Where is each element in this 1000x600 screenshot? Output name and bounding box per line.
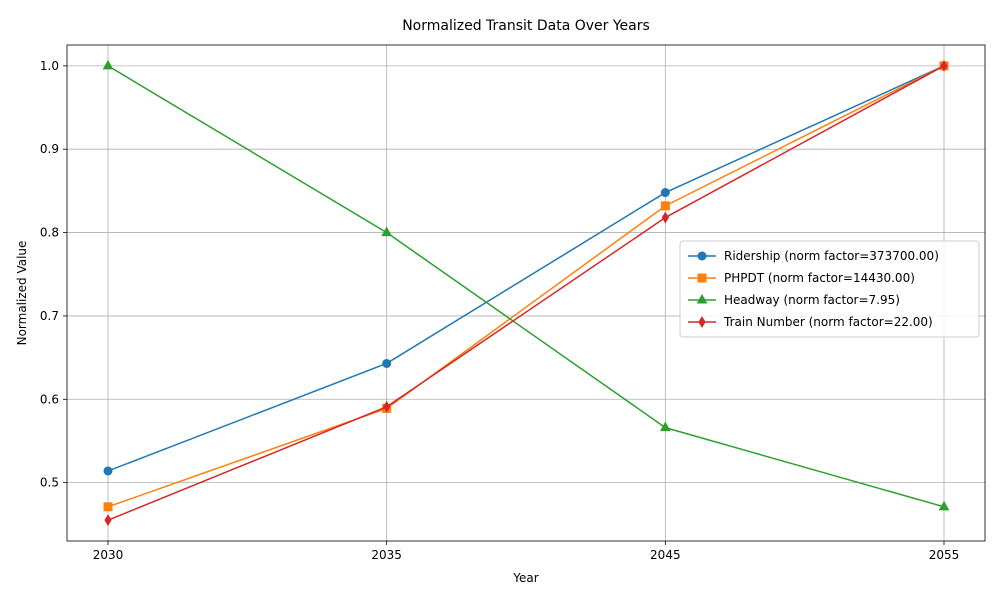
legend-marker: [697, 251, 707, 261]
series-line: [107, 65, 945, 508]
data-point: [382, 358, 392, 368]
y-tick-label: 0.5: [40, 476, 59, 490]
x-tick-label: 2045: [650, 548, 681, 562]
legend-marker: [698, 316, 706, 328]
legend-label: PHPDT (norm factor=14430.00): [724, 271, 915, 285]
x-tick-label: 2030: [93, 548, 124, 562]
y-tick-label: 0.6: [40, 392, 59, 406]
legend-entry: PHPDT (norm factor=14430.00): [688, 271, 915, 285]
data-point: [104, 514, 112, 527]
y-tick-label: 0.9: [40, 142, 59, 156]
y-tick-label: 0.8: [40, 226, 59, 240]
x-axis-label: Year: [512, 571, 538, 585]
series-3: [104, 59, 948, 527]
legend-label: Train Number (norm factor=22.00): [723, 315, 933, 329]
data-point: [659, 421, 671, 432]
legend-entry: Headway (norm factor=7.95): [688, 293, 900, 307]
data-point: [940, 59, 948, 72]
legend: Ridership (norm factor=373700.00) PHPDT (…: [679, 240, 980, 338]
data-point: [660, 188, 670, 198]
series-line: [107, 65, 945, 508]
data-point: [660, 201, 670, 211]
chart-title: Normalized Transit Data Over Years: [402, 18, 650, 34]
legend-entry: Train Number (norm factor=22.00): [688, 315, 933, 329]
legend-label: Ridership (norm factor=373700.00): [724, 249, 939, 263]
legend-box: [679, 240, 980, 338]
data-point: [103, 502, 113, 512]
data-point: [661, 211, 669, 224]
data-point: [383, 400, 391, 413]
data-point: [381, 226, 393, 237]
x-tick-label: 2055: [929, 548, 960, 562]
x-tick-label: 2035: [371, 548, 402, 562]
series-line: [107, 65, 945, 521]
plot-area-frame: [66, 44, 986, 542]
series-line: [107, 65, 945, 472]
series-lines: [102, 59, 950, 527]
y-tick-label: 0.7: [40, 309, 59, 323]
data-point: [103, 466, 113, 476]
series-2: [102, 59, 950, 511]
data-point: [102, 59, 114, 70]
legend-marker: [696, 293, 708, 304]
legend-entry: Ridership (norm factor=373700.00): [688, 249, 939, 263]
legend-label: Headway (norm factor=7.95): [724, 293, 900, 307]
grid-lines: [67, 45, 985, 541]
axis-ticks: 2030 2035 2045 2055 0.5 0.6 0.7 0.8 0.9 1.0: [40, 59, 959, 562]
legend-marker: [697, 273, 707, 283]
y-tick-label: 1.0: [40, 59, 59, 73]
y-axis-label: Normalized Value: [15, 241, 29, 346]
data-point: [938, 500, 950, 511]
